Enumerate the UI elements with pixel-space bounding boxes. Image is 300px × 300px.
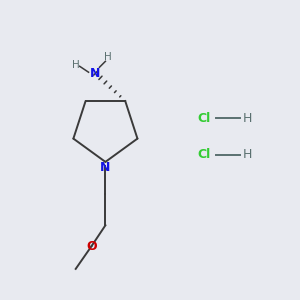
Text: H: H — [242, 148, 252, 161]
Text: N: N — [90, 67, 101, 80]
Text: H: H — [242, 112, 252, 125]
Text: Cl: Cl — [198, 148, 211, 161]
Text: H: H — [72, 60, 80, 70]
Text: O: O — [86, 240, 97, 253]
Text: Cl: Cl — [198, 112, 211, 125]
Text: H: H — [104, 52, 112, 62]
Text: N: N — [100, 161, 111, 174]
